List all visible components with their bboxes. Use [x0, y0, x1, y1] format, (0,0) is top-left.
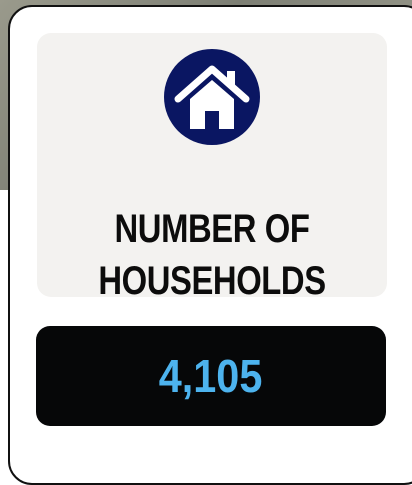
page: NUMBER OF HOUSEHOLDS 4,105 (() => { cons…: [0, 0, 412, 465]
value-box: 4,105: [36, 326, 386, 426]
house-icon: [164, 49, 260, 145]
title-wrap: NUMBER OF HOUSEHOLDS: [37, 203, 387, 307]
card-value: 4,105: [159, 349, 263, 403]
card-title: NUMBER OF HOUSEHOLDS: [93, 203, 331, 307]
